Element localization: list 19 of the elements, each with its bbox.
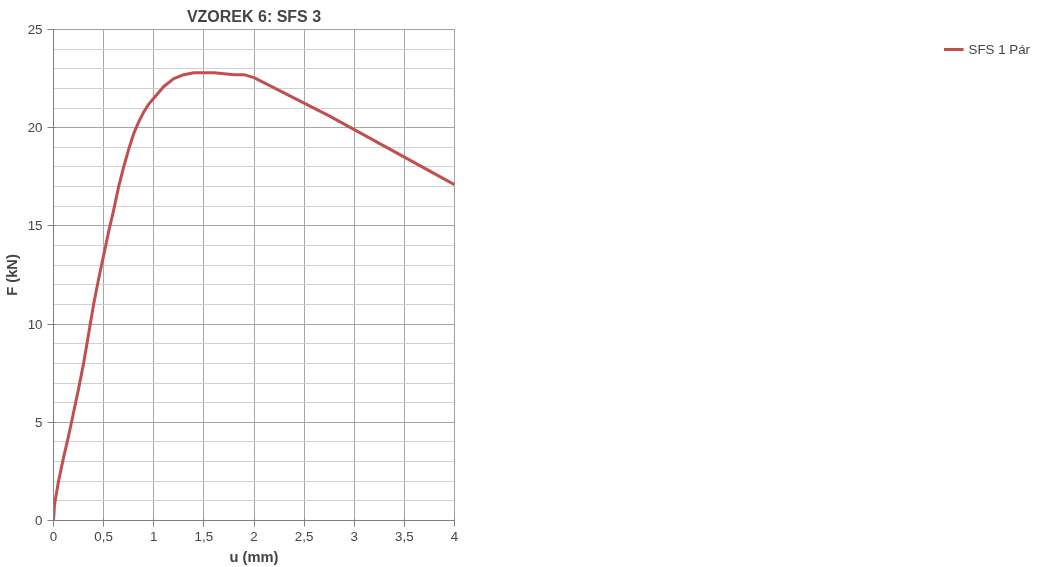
- y-tick-label: 5: [35, 414, 43, 430]
- x-axis-title: u (mm): [229, 548, 279, 565]
- y-axis-title: F (kN): [3, 254, 20, 296]
- chart-title: VZOREK 6: SFS 3: [186, 7, 322, 25]
- y-tick-label: 15: [27, 218, 43, 234]
- x-tick-label: 1,5: [194, 528, 214, 544]
- y-tick-label: 25: [27, 22, 43, 37]
- x-tick-label: 2,5: [294, 528, 314, 544]
- y-tick-label: 0: [35, 513, 43, 528]
- x-tick-label: 3: [350, 528, 358, 544]
- x-tick-label: 0: [49, 528, 58, 544]
- y-tick-label: 10: [27, 316, 43, 332]
- x-tick-label: 3,5: [395, 528, 414, 544]
- x-tick-label: 0,5: [94, 528, 113, 544]
- y-tick-label: 20: [27, 120, 43, 136]
- x-tick-label: 4: [450, 528, 459, 544]
- x-tick-label: 2: [250, 528, 258, 544]
- x-tick-label: 1: [150, 528, 158, 544]
- legend-label: SFS 1 Pár: [968, 41, 1030, 57]
